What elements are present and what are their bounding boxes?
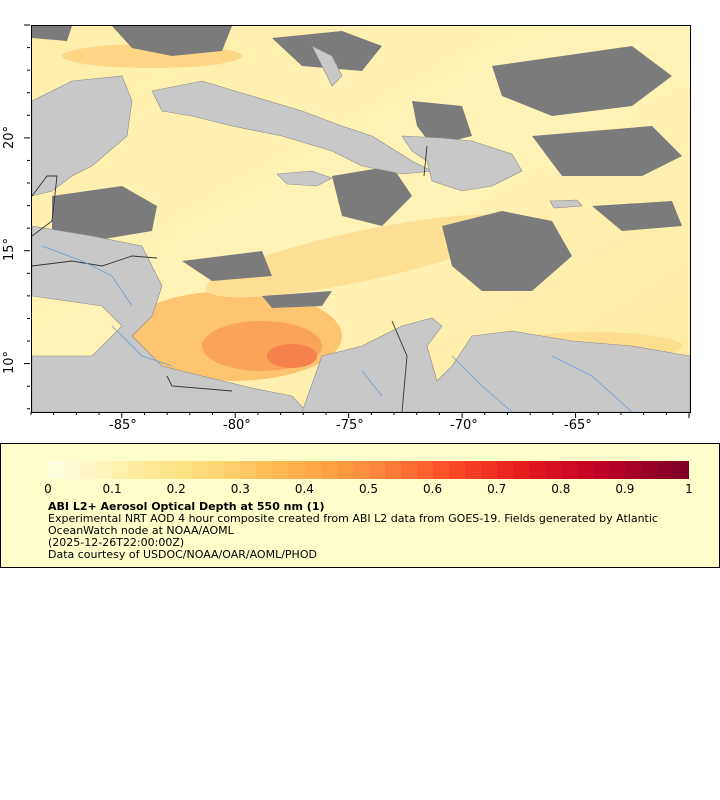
colorbar-swatch <box>288 461 305 479</box>
colorbar-swatch <box>96 461 113 479</box>
colorbar-tick-label: 0.6 <box>423 482 443 496</box>
colorbar-swatch <box>160 461 177 479</box>
colorbar-swatch <box>80 461 97 479</box>
x-tick-label: -75° <box>336 418 364 433</box>
x-tick-label: -85° <box>109 418 137 433</box>
colorbar-swatch <box>641 461 658 479</box>
legend-description: Experimental NRT AOD 4 hour composite cr… <box>48 512 658 525</box>
colorbar-swatch <box>432 461 449 479</box>
colorbar-swatch <box>528 461 545 479</box>
y-tick-label: 10° <box>2 350 18 375</box>
colorbar-swatch <box>320 461 337 479</box>
colorbar-swatch <box>208 461 225 479</box>
colorbar-swatch <box>561 461 578 479</box>
land-areas <box>31 45 691 413</box>
colorbar-swatch <box>593 461 610 479</box>
colorbar-tick-label: 0.2 <box>166 482 186 496</box>
legend-credit: Data courtesy of USDOC/NOAA/OAR/AOML/PHO… <box>48 548 317 561</box>
colorbar-swatch <box>240 461 257 479</box>
colorbar-swatch <box>192 461 209 479</box>
colorbar-swatch <box>176 461 193 479</box>
colorbar-swatch <box>609 461 626 479</box>
central-america <box>31 225 308 413</box>
y-tick-label: 15° <box>2 237 18 262</box>
colorbar-swatch <box>256 461 273 479</box>
colorbar-swatch <box>64 461 81 479</box>
y-tick-label: 20° <box>2 125 18 150</box>
colorbar-tick-label: 0.3 <box>230 482 250 496</box>
jamaica <box>276 170 333 187</box>
colorbar-tick-label: 0 <box>44 482 52 496</box>
colorbar-swatch <box>128 461 145 479</box>
colorbar-tick-label: 0.7 <box>487 482 507 496</box>
x-tick-label: -65° <box>564 418 592 433</box>
colorbar-swatch <box>480 461 497 479</box>
colorbar-swatch <box>144 461 161 479</box>
colorbar-swatch <box>368 461 385 479</box>
colorbar-swatch <box>464 461 481 479</box>
colorbar-tick-label: 0.8 <box>551 482 571 496</box>
colorbar-swatch <box>512 461 529 479</box>
south-america <box>301 317 691 413</box>
rivers <box>41 245 633 413</box>
cuba <box>151 80 434 175</box>
colorbar-tick-label: 0.9 <box>615 482 635 496</box>
colorbar-swatch <box>673 461 690 479</box>
hispaniola <box>401 135 523 192</box>
legend-description: OceanWatch node at NOAA/AOML <box>48 524 234 537</box>
colorbar-swatch <box>448 461 465 479</box>
puerto-rico <box>549 199 583 209</box>
colorbar-swatch <box>112 461 129 479</box>
legend-panel: 0 0.1 0.2 0.3 0.4 0.5 0.6 0.7 0.8 0.9 1 ABI L2+ Ae… <box>0 443 720 568</box>
colorbar-swatch <box>657 461 674 479</box>
colorbar-swatch <box>384 461 401 479</box>
colorbar-swatch <box>224 461 241 479</box>
x-tick-label: -80° <box>223 418 251 433</box>
colorbar-tick-label: 0.1 <box>102 482 122 496</box>
bahamas <box>311 45 343 87</box>
map-axes <box>24 24 690 418</box>
colorbar-swatch <box>48 461 65 479</box>
legend-time: (2025-12-26T22:00:00Z) <box>48 536 185 549</box>
legend-title: ABI L2+ Aerosol Optical Depth at 550 nm … <box>48 500 325 513</box>
colorbar-swatch <box>496 461 513 479</box>
colorbar-swatch <box>625 461 642 479</box>
aod-map <box>31 25 691 413</box>
x-tick-label: -70° <box>450 418 478 433</box>
map-canvas <box>31 26 691 413</box>
country-borders <box>31 145 428 413</box>
yucatan <box>31 75 133 197</box>
colorbar-swatch <box>400 461 417 479</box>
colorbar-tick-label: 0.4 <box>294 482 314 496</box>
colorbar-swatch <box>352 461 369 479</box>
colorbar-tick-label: 1 <box>685 482 693 496</box>
colorbar-swatch <box>336 461 353 479</box>
colorbar-swatch <box>544 461 561 479</box>
colorbar <box>48 461 690 479</box>
colorbar-swatch <box>416 461 433 479</box>
colorbar-swatch <box>577 461 594 479</box>
colorbar-tick-label: 0.5 <box>358 482 379 496</box>
colorbar-swatch <box>304 461 321 479</box>
colorbar-swatch <box>272 461 289 479</box>
